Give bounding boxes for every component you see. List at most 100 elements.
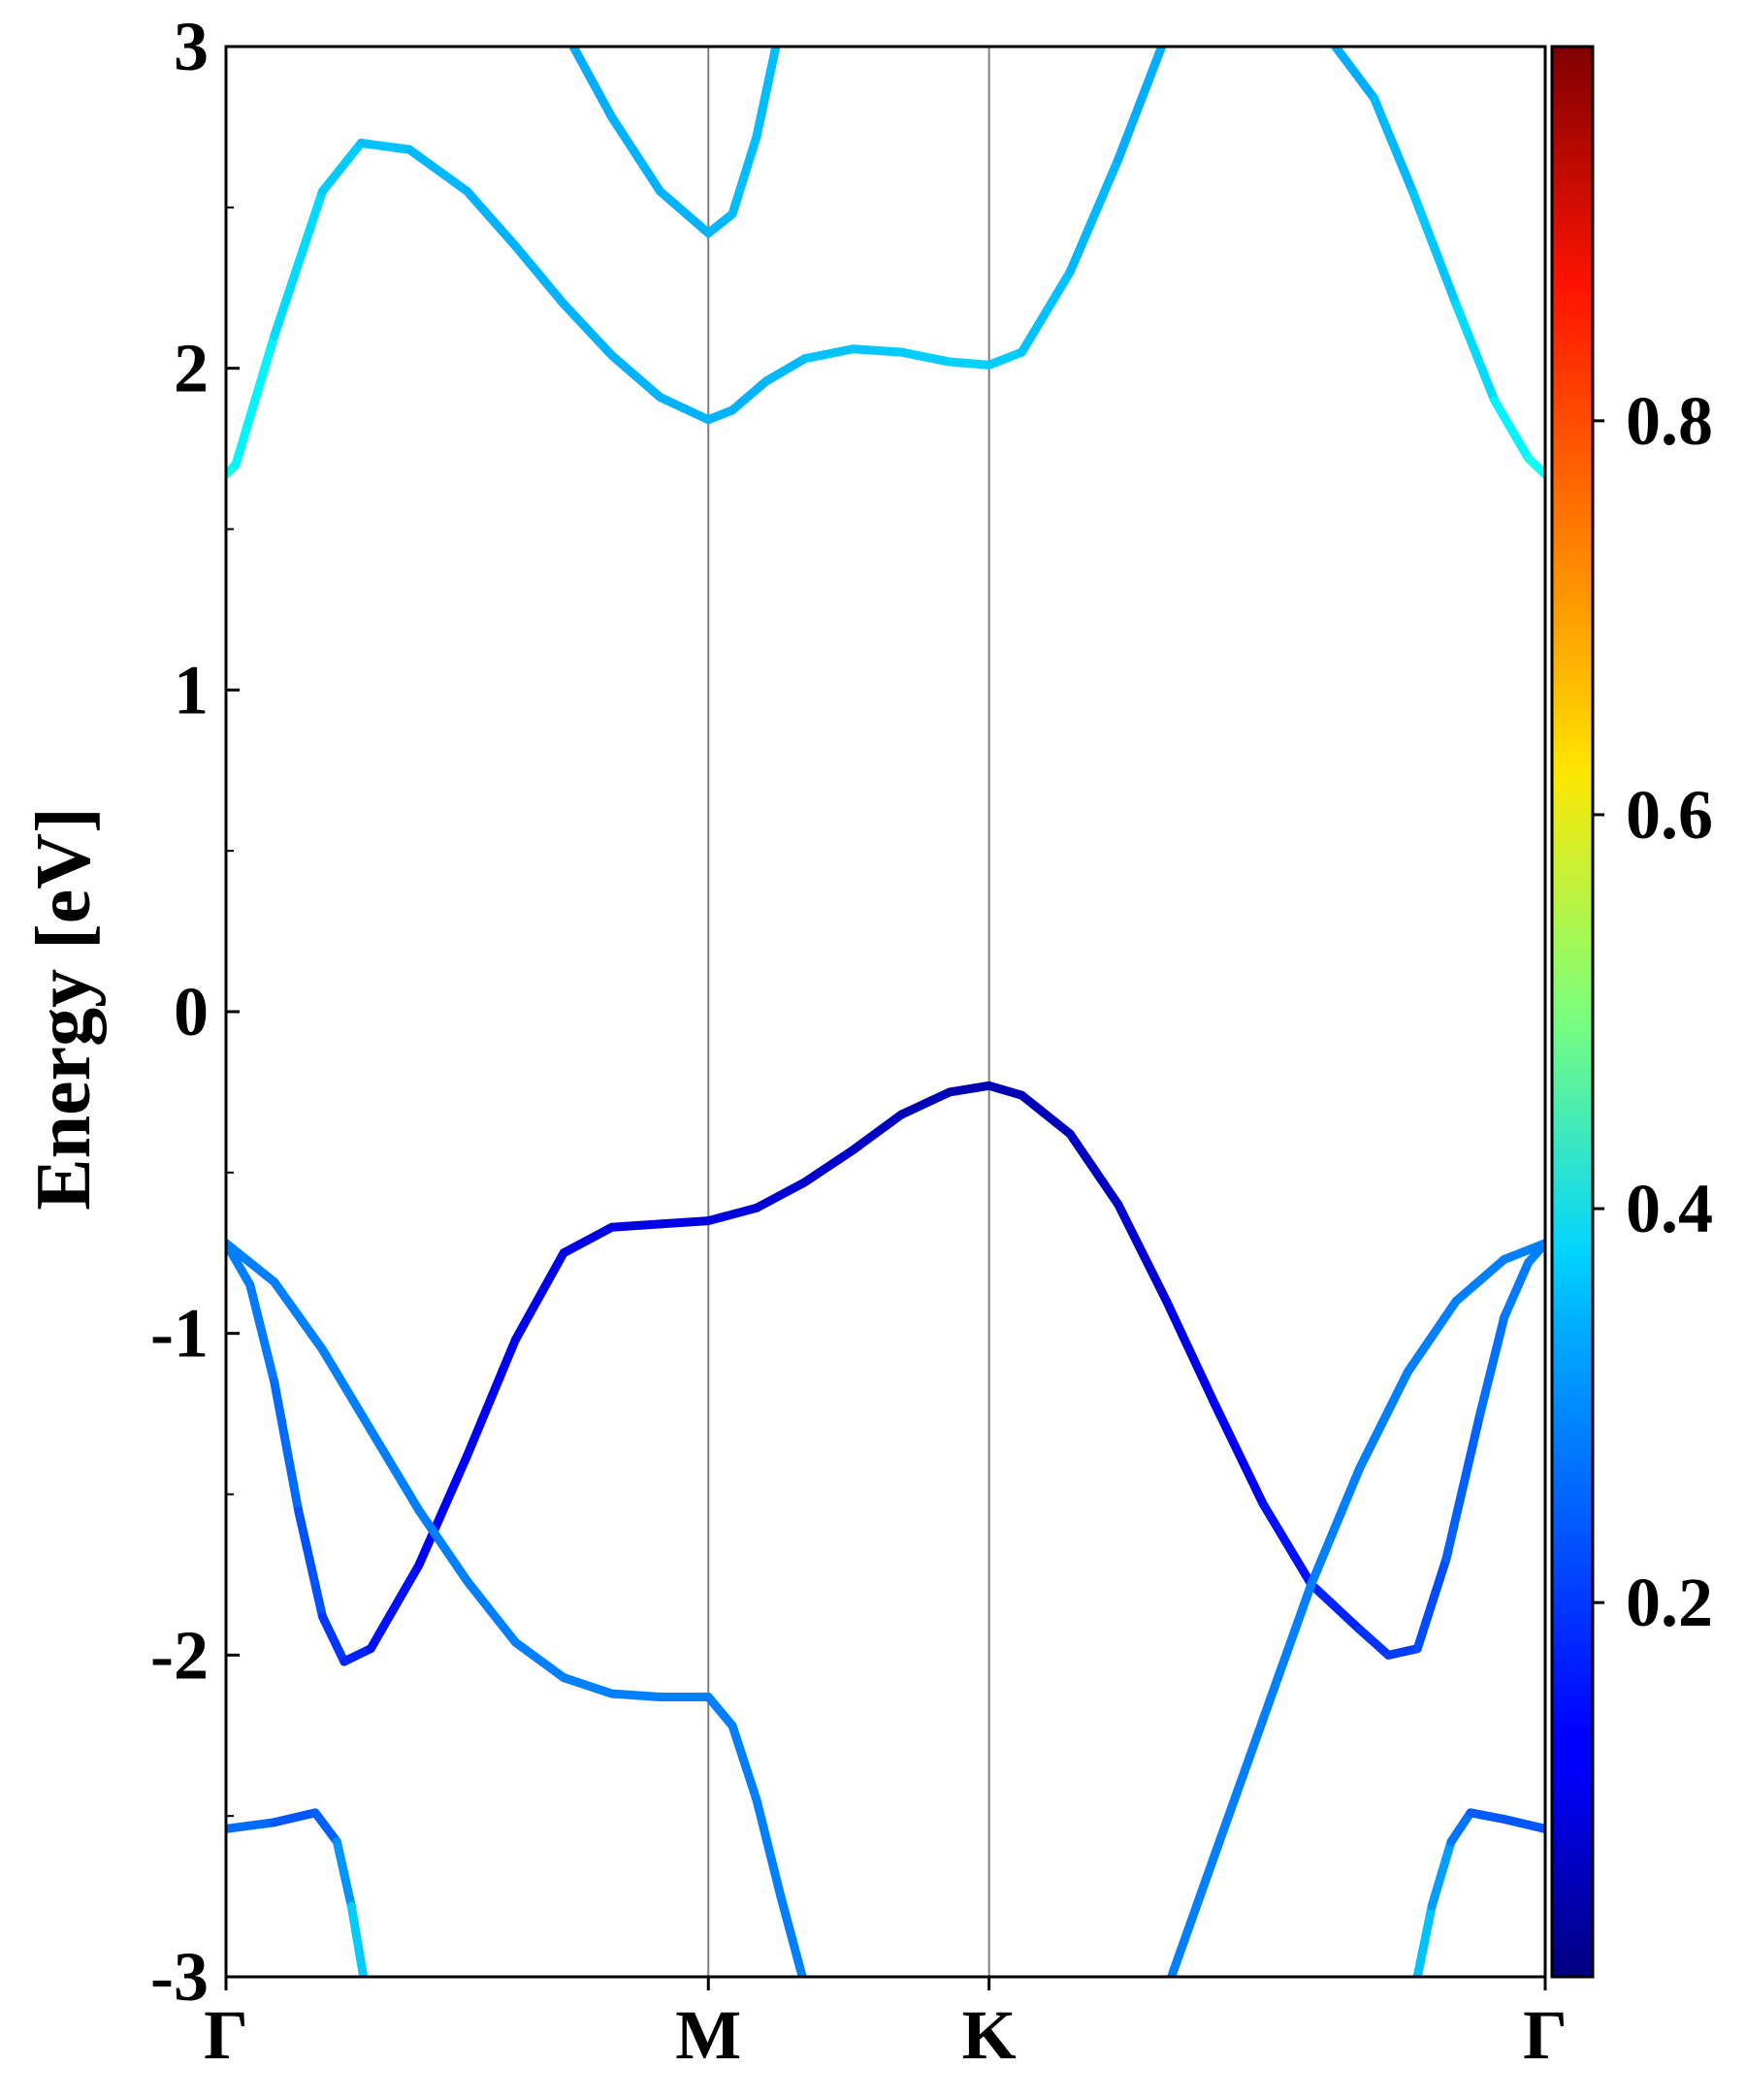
band-0-segment [332, 1837, 356, 1911]
band-0-segment [226, 1818, 279, 1833]
band-2-segment [728, 1721, 761, 1805]
colorbar-tick-label: 0.6 [1626, 776, 1713, 854]
band-1-segment [270, 1376, 304, 1515]
x-tick-label-2: K [962, 1996, 1017, 2074]
band-1-segment [800, 1146, 857, 1187]
band-3 [1167, 1239, 1545, 1977]
band-5-segment [985, 347, 1026, 370]
band-6-segment [656, 186, 713, 238]
band-1-segment [294, 1505, 327, 1622]
y-tick-label: 3 [174, 8, 209, 85]
band-3-segment [1403, 1297, 1461, 1376]
band-6-segment [728, 132, 761, 218]
band-0-segment [270, 1808, 320, 1827]
band-4-segment [1446, 1808, 1475, 1847]
band-3-segment [1500, 1239, 1545, 1264]
band-5-segment [1017, 267, 1075, 357]
band-5-segment [463, 186, 520, 251]
band-1-segment [414, 1451, 472, 1569]
band-2-segment [510, 1637, 568, 1683]
band-3-segment [1167, 1850, 1219, 1977]
band-5-segment [559, 299, 617, 360]
band-2-segment [776, 1891, 807, 1977]
band-1-segment [848, 1110, 906, 1155]
band-7-segment [1407, 186, 1461, 308]
band-1-segment [1307, 1579, 1365, 1634]
y-tick-label: 2 [174, 330, 209, 407]
band-2-segment [366, 1425, 424, 1515]
band-1-segment [340, 1644, 375, 1666]
band-2-segment [270, 1277, 327, 1354]
band-5-segment [356, 139, 414, 154]
band-5-segment [761, 354, 810, 386]
band-7-segment [1331, 47, 1378, 103]
y-tick-label: -1 [150, 1295, 209, 1373]
band-5-segment [848, 344, 906, 357]
band-1-segment [1210, 1400, 1268, 1508]
y-axis-label: Energy [eV] [21, 807, 107, 1210]
band-1-segment [1017, 1090, 1075, 1139]
band-1-segment [366, 1560, 424, 1654]
colorbar-ticks: 0.2 0.4 0.6 0.8 [1593, 382, 1713, 1641]
y-tick-label: -3 [150, 1938, 209, 2016]
band-5-segment [231, 332, 279, 469]
y-tick-label: -2 [150, 1616, 209, 1694]
band-3-segment [1307, 1464, 1365, 1589]
band-1-segment [1383, 1644, 1422, 1660]
band-1-segment [1441, 1409, 1485, 1564]
colorbar [1550, 45, 1595, 1979]
band-1-segment [945, 1081, 994, 1097]
band-1 [226, 1081, 1545, 1666]
band-2-segment [607, 1689, 665, 1701]
band-1-segment [1258, 1499, 1316, 1589]
band-3-segment [1355, 1367, 1412, 1473]
band-1-segment [463, 1335, 520, 1461]
band-1-segment [510, 1248, 568, 1344]
band-0 [226, 1808, 369, 1977]
y-tick-label: 0 [174, 973, 209, 1050]
bands-layer [226, 47, 1545, 1977]
band-7-segment [1451, 299, 1500, 405]
band-2-segment [752, 1795, 786, 1901]
band-2-segment [463, 1576, 520, 1647]
band-2-segment [559, 1673, 617, 1698]
band-7-segment [1524, 454, 1545, 479]
band-5-segment [270, 186, 327, 340]
band-4-segment [1466, 1808, 1509, 1824]
band-2-segment [226, 1239, 279, 1287]
band-2-segment [317, 1344, 375, 1435]
band-7-segment [1369, 93, 1417, 196]
band-0-segment [310, 1808, 341, 1847]
band-5-segment [510, 242, 568, 308]
band-5-segment [1114, 47, 1167, 164]
band-5-segment [656, 393, 713, 425]
band-4-segment [1427, 1837, 1456, 1911]
band-0-segment [346, 1901, 369, 1977]
band-6-segment [568, 47, 617, 122]
colorbar-tick-label: 0.4 [1626, 1170, 1713, 1247]
band-5-segment [728, 376, 771, 415]
y-tick-label: 1 [174, 651, 209, 728]
band-5-segment [607, 350, 665, 403]
band-1-segment [1065, 1129, 1123, 1210]
band-3-segment [1451, 1254, 1509, 1306]
band-3-segment [1210, 1715, 1268, 1859]
band-5 [226, 47, 1167, 479]
colorbar-tick-label: 0.8 [1626, 382, 1713, 460]
band-1-segment [1114, 1200, 1172, 1306]
colorbar-tick-label: 0.2 [1626, 1564, 1713, 1641]
band-1-segment [559, 1222, 617, 1258]
band-5-segment [1065, 154, 1123, 276]
band-5-segment [896, 347, 954, 367]
band-1-segment [1355, 1625, 1393, 1660]
band-1-segment [245, 1280, 279, 1386]
band-1-segment [607, 1219, 665, 1232]
band-6 [568, 47, 781, 238]
band-1-segment [1162, 1297, 1219, 1409]
band-1-segment [1412, 1554, 1451, 1654]
x-tick-label-1: M [675, 1996, 741, 2074]
band-2-segment [703, 1692, 737, 1730]
band-1-segment [896, 1087, 954, 1119]
band-1-segment [656, 1216, 713, 1229]
